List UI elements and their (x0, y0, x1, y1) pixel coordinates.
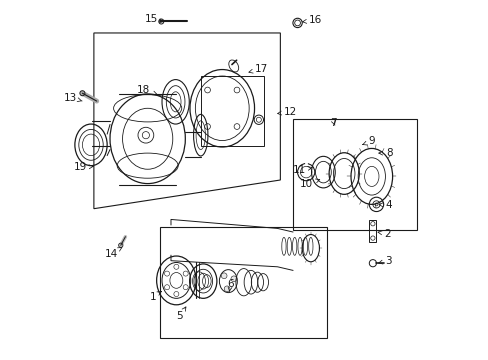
Text: 5: 5 (176, 307, 185, 321)
Circle shape (230, 276, 236, 282)
Text: 11: 11 (292, 165, 311, 175)
Text: 8: 8 (378, 148, 392, 158)
Circle shape (224, 286, 229, 292)
Text: 3: 3 (378, 256, 391, 266)
Text: 13: 13 (63, 93, 82, 103)
Text: 4: 4 (378, 200, 391, 210)
Text: 6: 6 (226, 279, 233, 292)
Text: 2: 2 (377, 229, 390, 239)
Text: 17: 17 (248, 64, 268, 74)
Circle shape (221, 273, 226, 279)
Text: 14: 14 (105, 247, 122, 258)
Text: 12: 12 (277, 107, 297, 117)
Text: 7: 7 (330, 118, 337, 128)
Bar (368, 220, 376, 242)
Text: 19: 19 (74, 162, 93, 172)
Text: 18: 18 (137, 85, 157, 95)
Text: 9: 9 (362, 136, 374, 146)
Text: 1: 1 (149, 292, 161, 302)
Text: 15: 15 (144, 14, 163, 24)
Text: 16: 16 (302, 15, 322, 26)
Bar (292, 119, 416, 230)
Bar (201, 76, 264, 146)
Text: 10: 10 (299, 179, 319, 189)
